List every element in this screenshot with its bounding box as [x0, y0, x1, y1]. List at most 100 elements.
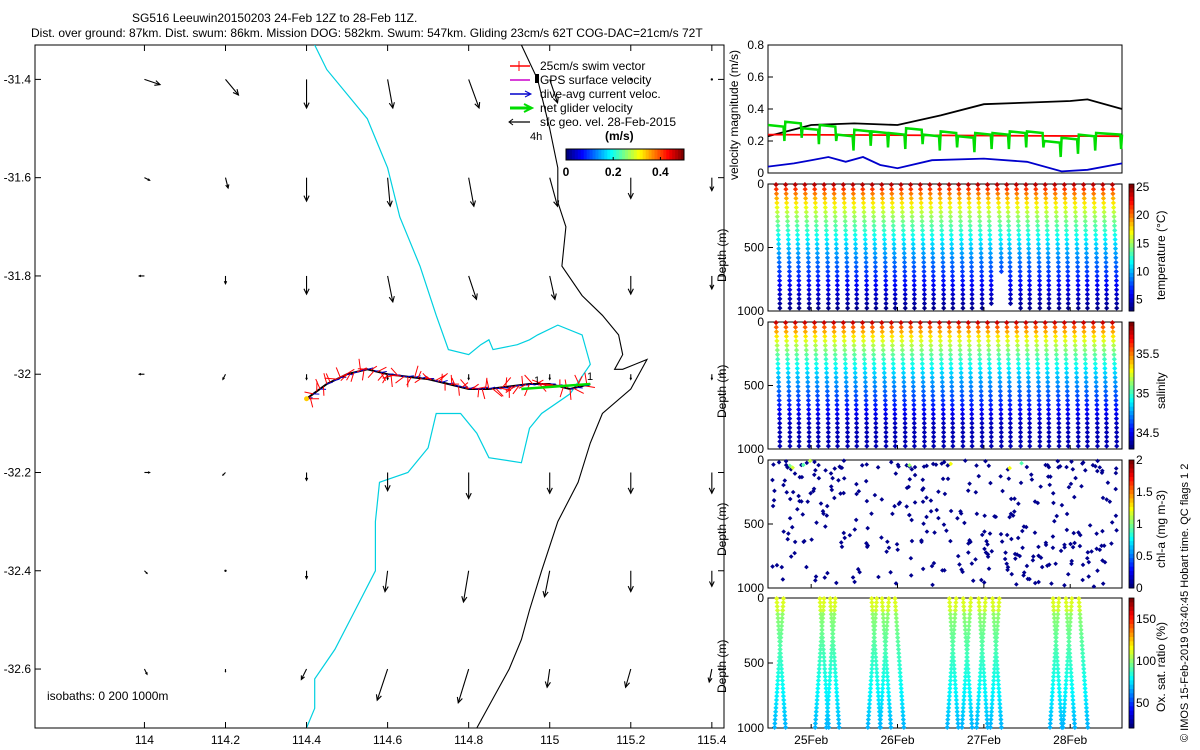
colorbar-tick-label: 0.4 — [652, 165, 669, 179]
section-marker — [1037, 429, 1043, 435]
section-marker — [927, 320, 933, 326]
colorbar-swatch — [657, 149, 661, 160]
swim-vector — [505, 385, 517, 394]
section-marker — [1055, 607, 1061, 613]
section-marker — [783, 329, 789, 335]
section-marker — [1036, 553, 1041, 559]
section-marker — [1055, 268, 1062, 275]
section-colorbar-swatch — [1129, 553, 1134, 559]
section-marker — [881, 658, 888, 664]
section-marker — [948, 365, 954, 371]
section-colorbar-swatch — [1129, 326, 1134, 331]
section-marker — [825, 406, 831, 413]
section-marker — [985, 195, 991, 201]
section-ytick-label: 500 — [744, 241, 764, 255]
section-marker — [1071, 720, 1078, 727]
section-marker — [852, 223, 858, 229]
section-colorbar-swatch — [1129, 723, 1134, 729]
section-marker — [919, 352, 925, 358]
section-colorbar-swatch — [1129, 239, 1134, 244]
section-marker — [815, 291, 821, 297]
section-marker — [1060, 716, 1067, 723]
section-marker — [1092, 214, 1098, 220]
swim-vector — [460, 379, 470, 390]
section-marker — [773, 320, 779, 326]
section-marker — [1050, 674, 1057, 680]
section-marker — [1094, 429, 1101, 435]
section-marker — [882, 255, 888, 261]
section-marker — [813, 352, 819, 358]
section-marker — [882, 246, 888, 252]
section-marker — [993, 642, 999, 649]
section-marker — [883, 278, 889, 284]
section-marker — [1073, 232, 1080, 238]
section-marker — [1071, 329, 1078, 335]
section-marker — [981, 674, 987, 680]
section-marker — [1062, 338, 1068, 344]
section-marker — [844, 268, 850, 275]
section-marker — [940, 425, 947, 431]
section-marker — [1066, 638, 1072, 645]
section-marker — [966, 615, 973, 621]
section-marker — [840, 324, 847, 330]
section-marker — [902, 278, 908, 284]
section-marker — [781, 701, 787, 707]
section-marker — [988, 402, 994, 408]
section-marker — [1024, 464, 1030, 470]
section-marker — [887, 713, 893, 719]
section-marker — [1043, 347, 1050, 353]
section-marker — [995, 674, 1001, 680]
section-marker — [794, 361, 800, 367]
section-marker — [889, 342, 896, 349]
section-marker — [784, 204, 790, 211]
current-vector — [333, 378, 340, 382]
section-marker — [796, 406, 802, 413]
section-marker — [995, 338, 1001, 344]
section-marker — [949, 393, 955, 399]
section-marker — [1113, 425, 1120, 431]
section-marker — [965, 488, 971, 493]
section-marker — [841, 333, 847, 339]
section-marker — [948, 461, 954, 467]
swim-vector — [512, 384, 520, 395]
colorbar-swatch — [598, 149, 602, 160]
section-marker — [908, 186, 914, 192]
section-marker — [891, 232, 897, 238]
section-marker — [780, 693, 787, 699]
section-marker — [842, 356, 848, 362]
map-legend: 25cm/s swim vector GPS surface velocity … — [508, 59, 685, 179]
section-marker — [822, 209, 829, 215]
section-marker — [1110, 186, 1116, 192]
section-marker — [785, 241, 792, 247]
section-marker — [1013, 320, 1019, 326]
geostrophic-arrowhead — [627, 192, 634, 200]
section-marker — [828, 603, 834, 610]
section-marker — [1091, 333, 1097, 339]
section-marker — [784, 209, 790, 215]
section-marker — [777, 646, 783, 652]
section-marker — [1007, 443, 1014, 449]
section-marker — [974, 724, 980, 730]
section-marker — [873, 287, 879, 293]
section-colorbar-swatch — [1129, 377, 1134, 382]
section-marker — [919, 214, 925, 220]
section-marker — [918, 200, 924, 206]
section-marker — [833, 384, 840, 390]
section-marker — [989, 596, 996, 602]
section-marker — [865, 724, 871, 730]
section-marker — [869, 329, 876, 335]
section-marker — [979, 406, 985, 413]
salinity-ylabel: Depth (m) — [715, 365, 729, 418]
section-marker — [1044, 227, 1050, 233]
section-marker — [892, 596, 898, 602]
section-marker — [820, 615, 826, 621]
section-marker — [888, 570, 893, 575]
section-marker — [911, 425, 917, 431]
section-marker — [950, 646, 956, 652]
section-marker — [775, 670, 781, 676]
section-marker — [996, 365, 1003, 371]
section-marker — [821, 329, 828, 335]
section-marker — [786, 531, 791, 536]
section-marker — [921, 521, 926, 526]
section-marker — [945, 463, 951, 468]
